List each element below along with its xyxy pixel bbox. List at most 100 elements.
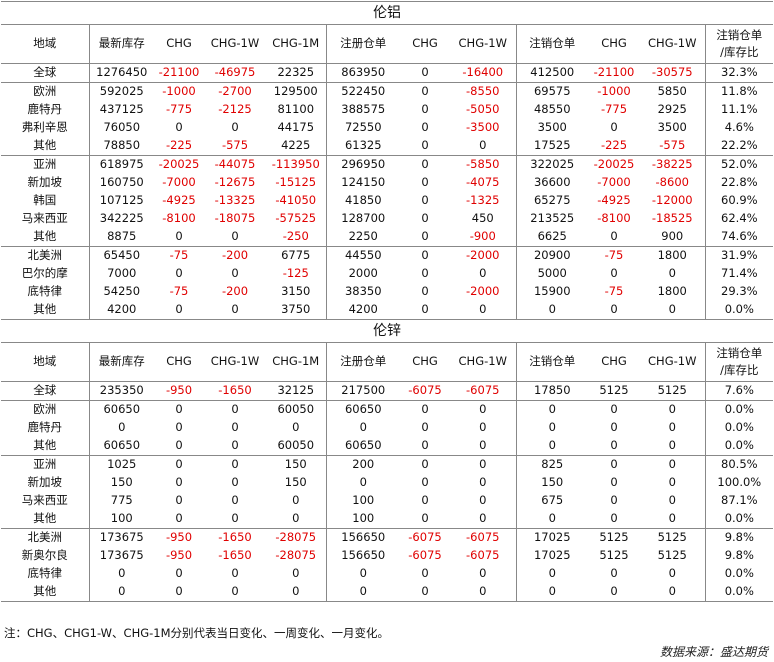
table-cell: 128700	[325, 210, 400, 228]
table-cell: 76050	[88, 119, 154, 137]
region-label: 全球	[33, 383, 57, 398]
table-cell: -113950	[266, 155, 326, 174]
table-cell: 60650	[325, 400, 400, 419]
table-cell: 825	[515, 455, 588, 474]
table-cell: 0	[175, 493, 183, 508]
table-cell: 0	[292, 420, 300, 435]
table-cell: 156650	[325, 528, 400, 547]
table-cell: 1800	[657, 284, 687, 299]
table-cell: 100	[325, 492, 400, 510]
table-cell: 0	[515, 565, 588, 583]
table-cell: 0.0%	[704, 301, 774, 320]
table-cell: 0	[421, 266, 429, 281]
table-cell: 2000	[325, 265, 400, 283]
table-row: 马来西亚 342225 -8100 -18075 -57525 128700 0 450 213…	[1, 210, 774, 228]
table-cell: 0	[231, 475, 239, 490]
table-cell: 0	[450, 455, 516, 474]
table-cell: -125	[282, 266, 309, 281]
table-cell: 0	[668, 420, 676, 435]
table-cell: 22.2%	[704, 137, 774, 156]
table-cell: 1800	[640, 246, 705, 265]
table-cell: -20025	[154, 155, 204, 174]
column-header: 地域	[1, 24, 89, 64]
table-cell: -900	[469, 229, 496, 244]
table-row: 其他 78850 -225 -575 4225 61325 0 0 17525 -225 -575 2…	[1, 137, 774, 156]
table-cell: -41050	[275, 193, 317, 208]
table-cell: -12000	[651, 193, 693, 208]
table-cell: 322025	[515, 155, 588, 174]
data-source: 数据来源：盛达期货	[659, 645, 768, 659]
table-cell: -225	[600, 138, 628, 153]
table-cell: 0	[421, 475, 429, 490]
table-cell: 0	[421, 438, 429, 453]
table-cell: 48550	[515, 101, 588, 119]
region-label: 亚洲	[1, 455, 89, 474]
table-cell: 7.6%	[704, 381, 774, 401]
column-header: CHG-1W	[640, 24, 705, 64]
table-cell: 0	[154, 455, 204, 474]
region-label: 马来西亚	[21, 493, 68, 508]
table-cell: 5125	[599, 548, 629, 563]
table-cell: -38225	[640, 155, 705, 174]
column-header: 注册仓单	[325, 342, 400, 382]
table-cell: 0	[421, 175, 429, 190]
table-cell: 0	[204, 400, 266, 419]
table-cell: 6775	[266, 246, 326, 265]
table-cell: 0	[325, 419, 400, 437]
table-cell: 32125	[277, 383, 315, 398]
table-cell: 235350	[88, 381, 154, 401]
table-cell: 173675	[88, 528, 154, 547]
table-cell: 863950	[325, 63, 400, 83]
column-header: CHG-1W	[640, 342, 705, 382]
table-row: 其他 8875 0 0 -250 2250 0 -900 6625 0 900 74.6%	[1, 228, 774, 247]
footnote: 注：CHG、CHG1-W、CHG-1M分别代表当日变化、一周变化、一月变化。	[4, 626, 390, 640]
table-cell: -1000	[588, 82, 640, 101]
table-cell: 0	[88, 583, 154, 602]
table-cell: 0	[231, 566, 239, 581]
table-cell: 0	[668, 266, 676, 281]
table-title-row: 伦锌	[1, 319, 774, 343]
table-cell: -2000	[466, 284, 500, 299]
table-cell: -775	[600, 102, 628, 117]
table-cell: 412500	[515, 63, 588, 83]
table-cell: 0	[421, 302, 429, 317]
table-row: 北美洲 65450 -75 -200 6775 44550 0 -2000 20900 -75 18…	[1, 246, 774, 265]
table-cell: -28075	[266, 528, 326, 547]
table-cell: 0	[400, 155, 450, 174]
table-cell: 0	[400, 455, 450, 474]
table-cell: 0	[421, 566, 429, 581]
table-cell: 0	[668, 438, 676, 453]
table-cell: -15125	[275, 175, 317, 190]
table-cell: 0	[515, 510, 588, 529]
region-label: 其他	[33, 302, 57, 317]
table-cell: 0	[421, 493, 429, 508]
table-cell: 5125	[588, 528, 640, 547]
table-cell: 0	[610, 302, 618, 317]
table-cell: 0.0%	[704, 400, 774, 419]
table-cell: 522450	[325, 82, 400, 101]
table-cell: -6075	[466, 548, 500, 563]
table-cell: -575	[221, 138, 249, 153]
table-cell: 0	[175, 266, 183, 281]
table-cell: 0	[668, 302, 676, 317]
table-cell: -1325	[466, 193, 500, 208]
table-title: 伦铝	[1, 1, 774, 25]
table-cell: 0	[479, 302, 487, 317]
table-cell: -18525	[651, 211, 693, 226]
table-cell: 52.0%	[704, 155, 774, 174]
table-row: 其他 4200 0 0 3750 4200 0 0 0 0 0 0.0%	[1, 301, 774, 320]
table-cell: 0	[668, 511, 676, 526]
table-cell: 0	[479, 511, 487, 526]
table-cell: 11.1%	[704, 101, 774, 119]
table-row: 韩国 107125 -4925 -13325 -41050 41850 0 -1325 6527…	[1, 192, 774, 210]
table-cell: 0	[450, 583, 516, 602]
table-cell: 0	[175, 420, 183, 435]
table-row: 亚洲 1025 0 0 150 200 0 0 825 0 0 80.5%	[1, 455, 774, 474]
table-cell: 60.9%	[704, 192, 774, 210]
table-cell: 675	[515, 492, 588, 510]
table-cell: 0	[610, 420, 618, 435]
table-cell: -1650	[218, 548, 252, 563]
column-header: CHG-1W	[204, 342, 266, 382]
table-cell: 80.5%	[704, 455, 774, 474]
column-header: CHG-1W	[450, 24, 516, 64]
